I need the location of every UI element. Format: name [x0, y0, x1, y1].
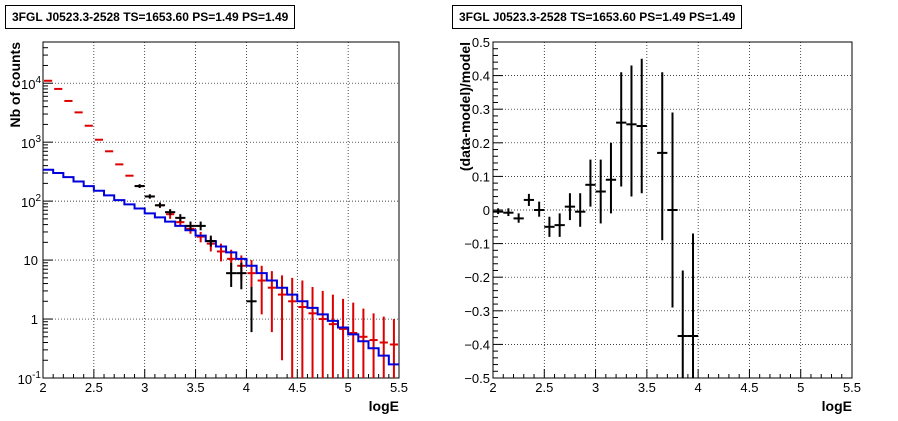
y-tick-label: 1	[31, 312, 38, 327]
x-tick-label: 2.5	[85, 380, 103, 395]
y-tick-label: −0.1	[464, 237, 490, 252]
x-tick-label: 3.5	[187, 380, 205, 395]
x-axis-label: logE	[822, 398, 852, 414]
x-axis-label: logE	[369, 398, 399, 414]
y-tick-label: 103	[21, 134, 41, 151]
x-tick-label: 2	[489, 380, 496, 395]
y-tick-label: −0.4	[464, 337, 490, 352]
x-tick-label: 5	[345, 380, 352, 395]
y-axis-label: Nb of counts	[7, 42, 23, 128]
left-chart-title: 3FGL J0523.3-2528 TS=1653.60 PS=1.49 PS=…	[5, 5, 296, 29]
x-tick-label: 5	[797, 380, 804, 395]
x-tick-label: 3	[141, 380, 148, 395]
y-tick-label: 104	[21, 75, 41, 92]
x-tick-label: 4.5	[740, 380, 758, 395]
y-tick-label: 0.4	[472, 69, 490, 84]
x-tick-label: 3.5	[638, 380, 656, 395]
x-tick-label: 2	[39, 380, 46, 395]
y-tick-label: 102	[21, 193, 41, 210]
x-tick-label: 4	[243, 380, 250, 395]
y-tick-label: 0.2	[472, 136, 490, 151]
x-tick-label: 5.5	[390, 380, 408, 395]
y-tick-label: 10	[24, 253, 38, 268]
x-tick-label: 4.5	[288, 380, 306, 395]
y-tick-label: −0.2	[464, 270, 490, 285]
plot-frame	[42, 41, 400, 379]
y-tick-label: 0.5	[472, 35, 490, 50]
y-tick-label: 10-1	[18, 370, 42, 387]
background-step-line	[43, 168, 399, 366]
y-tick-label: −0.5	[464, 371, 490, 386]
y-tick-label: −0.3	[464, 304, 490, 319]
y-axis-label: (data-model)/model	[457, 42, 473, 171]
y-tick-label: 0.1	[472, 169, 490, 184]
y-tick-label: 0	[483, 203, 490, 218]
y-tick-label: 0.3	[472, 102, 490, 117]
x-tick-label: 5.5	[843, 380, 861, 395]
spectrum-panel: 2 2.5 3 3.5 4 4.5 5 5.5 10-1 1 10 102 103 104 logE Nb o…	[7, 41, 408, 414]
right-chart-title: 3FGL J0523.3-2528 TS=1653.60 PS=1.49 PS=…	[452, 5, 743, 29]
x-tick-label: 4	[695, 380, 702, 395]
x-tick-label: 3	[592, 380, 599, 395]
x-tick-label: 2.5	[535, 380, 553, 395]
residuals-panel: 2 2.5 3 3.5 4 4.5 5 5.5 −0.5 −0.4 −0.3 −0.2 −0.1 0 0.1…	[457, 35, 861, 414]
